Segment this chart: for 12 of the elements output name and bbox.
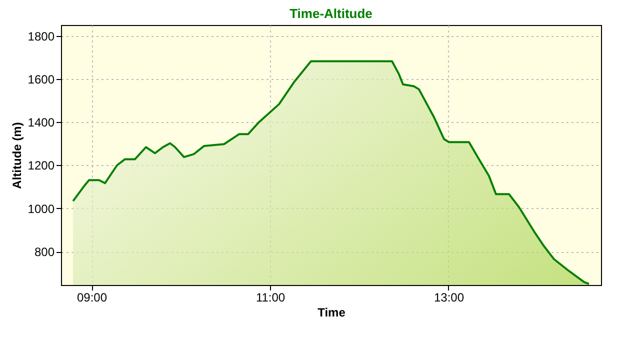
y-tick-label: 1600 [28,72,55,86]
y-axis-title: Altitude (m) [10,122,24,189]
chart-title: Time-Altitude [290,6,372,21]
y-tick-label: 1000 [28,202,55,216]
x-axis-title: Time [318,306,346,320]
y-tick-label: 1200 [28,158,55,173]
y-tick-label: 800 [34,245,55,260]
y-tick-label: 1400 [28,116,55,130]
x-tick-label: 09:00 [77,290,108,304]
x-tick-label: 11:00 [256,290,286,304]
y-tick-label: 1800 [28,29,55,44]
x-tick-label: 13:00 [434,290,464,304]
